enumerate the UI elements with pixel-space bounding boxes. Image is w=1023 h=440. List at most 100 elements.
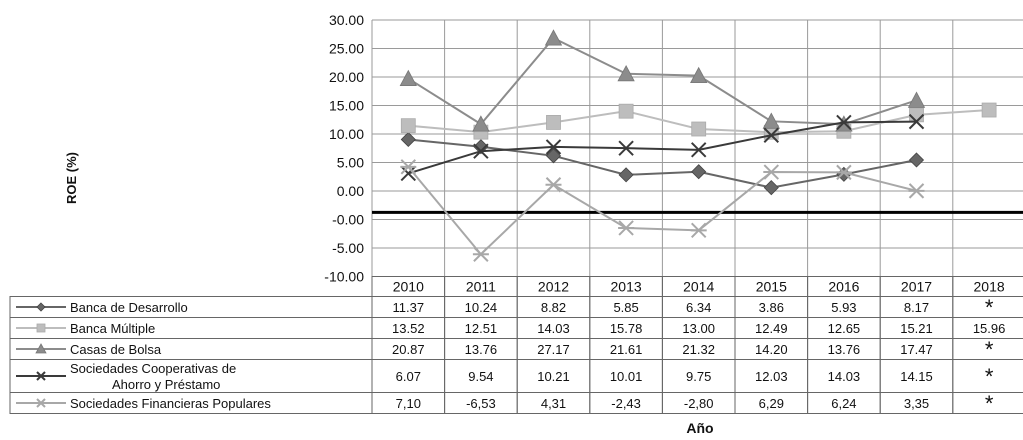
- data-label: 3,35: [904, 396, 929, 411]
- data-label: 14.03: [828, 369, 861, 384]
- data-point: [472, 246, 489, 262]
- data-label: 8.17: [904, 300, 929, 315]
- x-tick-label: 2012: [538, 279, 569, 295]
- data-point: [400, 159, 417, 175]
- series-lines: [399, 29, 997, 262]
- data-point: [690, 142, 707, 158]
- data-point: [618, 167, 634, 183]
- data-point: [546, 115, 561, 130]
- y-tick-label: 10.00: [329, 126, 364, 142]
- data-label: *: [985, 364, 994, 389]
- marker-stroke: [836, 114, 852, 131]
- data-label: 13.76: [465, 342, 498, 357]
- data-label: 12.03: [755, 369, 788, 384]
- y-tick-label: -5.00: [332, 240, 364, 256]
- data-point: [691, 121, 707, 137]
- marker-stroke: [763, 127, 780, 143]
- marker-stroke: [908, 113, 925, 130]
- data-label: 10.21: [537, 369, 570, 384]
- data-label: 8.82: [541, 300, 566, 315]
- data-point: [836, 114, 852, 131]
- data-point: [400, 165, 417, 182]
- y-tick-label: 25.00: [329, 41, 364, 57]
- data-label: 14.15: [900, 369, 933, 384]
- marker-stroke: [36, 371, 46, 381]
- data-point: [907, 91, 926, 108]
- x-tick-label: 2010: [393, 279, 424, 295]
- data-point: [763, 164, 780, 180]
- series-line: [408, 138, 917, 189]
- legend-entry-line2: Ahorro y Préstamo: [112, 377, 220, 392]
- data-point: [35, 343, 47, 354]
- data-label: 3.86: [759, 300, 784, 315]
- marker-stroke: [473, 143, 489, 159]
- data-label: 11.37: [393, 300, 425, 315]
- data-label: 12.65: [828, 321, 861, 336]
- data-point: [618, 220, 635, 236]
- data-label: *: [985, 391, 994, 416]
- y-tick-label: 30.00: [329, 12, 364, 28]
- data-label: 12.49: [755, 321, 788, 336]
- data-label: -6,53: [466, 396, 496, 411]
- data-point: [690, 222, 707, 239]
- y-tick-label: -0.00: [332, 212, 364, 228]
- data-point: [473, 143, 489, 159]
- data-point: [36, 302, 46, 312]
- data-label: 6,24: [831, 396, 856, 411]
- series-line: [408, 120, 917, 175]
- data-point: [400, 131, 416, 148]
- data-point: [908, 183, 925, 199]
- data-point: [690, 66, 708, 84]
- legend-entry: Casas de Bolsa: [70, 342, 162, 357]
- y-tick-label: 0.00: [337, 183, 364, 199]
- data-label: 13.00: [682, 321, 715, 336]
- series-asterisk: [400, 159, 925, 262]
- data-table: 2010 2011 2012 2013 2014 2015 2016 2017 2018 Banc…: [9, 276, 1023, 416]
- data-label: 5.85: [613, 300, 638, 315]
- data-label: 20.87: [392, 342, 425, 357]
- data-label: 15.78: [610, 321, 643, 336]
- data-point: [617, 64, 635, 82]
- marker-stroke: [400, 165, 417, 182]
- data-point: [763, 180, 779, 196]
- data-point: [472, 115, 490, 132]
- y-tick-label: -10.00: [324, 269, 364, 285]
- data-point: [36, 371, 46, 381]
- data-label: *: [985, 295, 994, 320]
- marker-stroke: [690, 142, 707, 158]
- data-label: -2,80: [684, 396, 714, 411]
- data-label: 12.51: [465, 321, 498, 336]
- data-label: 14.03: [537, 321, 570, 336]
- x-tick-label: 2011: [466, 279, 496, 295]
- data-point: [763, 127, 780, 143]
- x-tick-label: 2013: [611, 279, 642, 295]
- data-point: [618, 103, 634, 119]
- data-label: 10.24: [465, 300, 498, 315]
- data-point: [909, 107, 924, 123]
- data-point: [544, 29, 563, 46]
- data-label: 6.07: [396, 369, 421, 384]
- x-axis-label: Año: [686, 420, 713, 436]
- marker-stroke: [545, 139, 562, 155]
- data-point: [835, 164, 852, 181]
- table-cell: [952, 392, 1023, 414]
- data-label: 15.21: [900, 321, 933, 336]
- data-label: 9.54: [468, 369, 493, 384]
- data-label: 21.32: [682, 342, 715, 357]
- data-label: 6,29: [759, 396, 784, 411]
- x-tick-label: 2015: [756, 279, 787, 295]
- x-tick-label: 2018: [974, 279, 1005, 295]
- data-label: 27.17: [537, 342, 570, 357]
- data-label: 17.47: [900, 342, 933, 357]
- legend-entry: Banca Múltiple: [70, 321, 155, 336]
- data-label: 21.61: [610, 342, 643, 357]
- series-line: [407, 166, 917, 256]
- x-tick-label: 2016: [828, 279, 859, 295]
- data-label: 7,10: [396, 396, 421, 411]
- data-label: 5.93: [831, 300, 856, 315]
- data-label: 10.01: [610, 369, 643, 384]
- data-point: [618, 140, 634, 156]
- data-label: 13.52: [392, 321, 425, 336]
- y-tick-label: 20.00: [329, 69, 364, 85]
